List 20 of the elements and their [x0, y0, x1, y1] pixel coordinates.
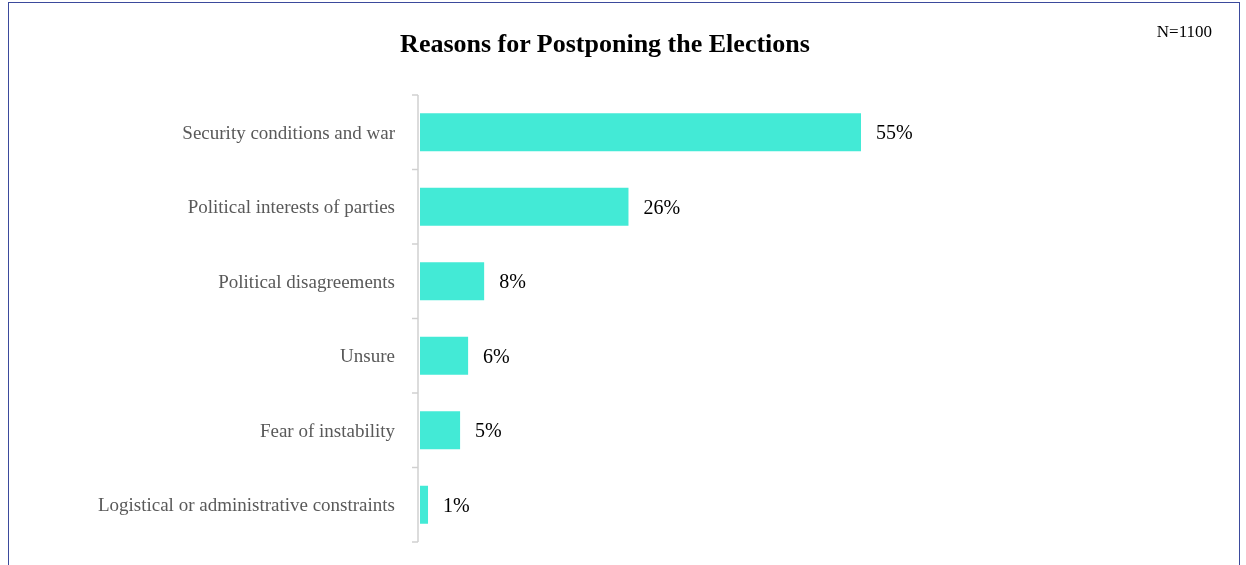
data-label: 8% [499, 270, 526, 293]
data-label: 5% [475, 419, 502, 442]
data-label: 55% [876, 121, 913, 144]
y-tick-label: Political disagreements [218, 270, 395, 292]
y-tick-label: Unsure [340, 345, 395, 367]
chart-title: Reasons for Postponing the Elections [400, 29, 810, 58]
bar [420, 113, 861, 152]
bar [420, 485, 429, 524]
y-tick-label: Fear of instability [259, 419, 396, 441]
data-label: 1% [443, 493, 470, 516]
y-tick-label: Political interests of parties [187, 196, 395, 218]
bar [420, 336, 469, 375]
data-label: 6% [483, 344, 510, 367]
data-label: 26% [643, 195, 681, 218]
bar [420, 187, 629, 226]
y-tick-label: Security conditions and war [182, 121, 396, 143]
bar [420, 411, 461, 450]
bar [420, 262, 485, 301]
y-tick-label: Logistical or administrative constraints [97, 494, 395, 516]
text: N=1100 [1156, 22, 1212, 41]
